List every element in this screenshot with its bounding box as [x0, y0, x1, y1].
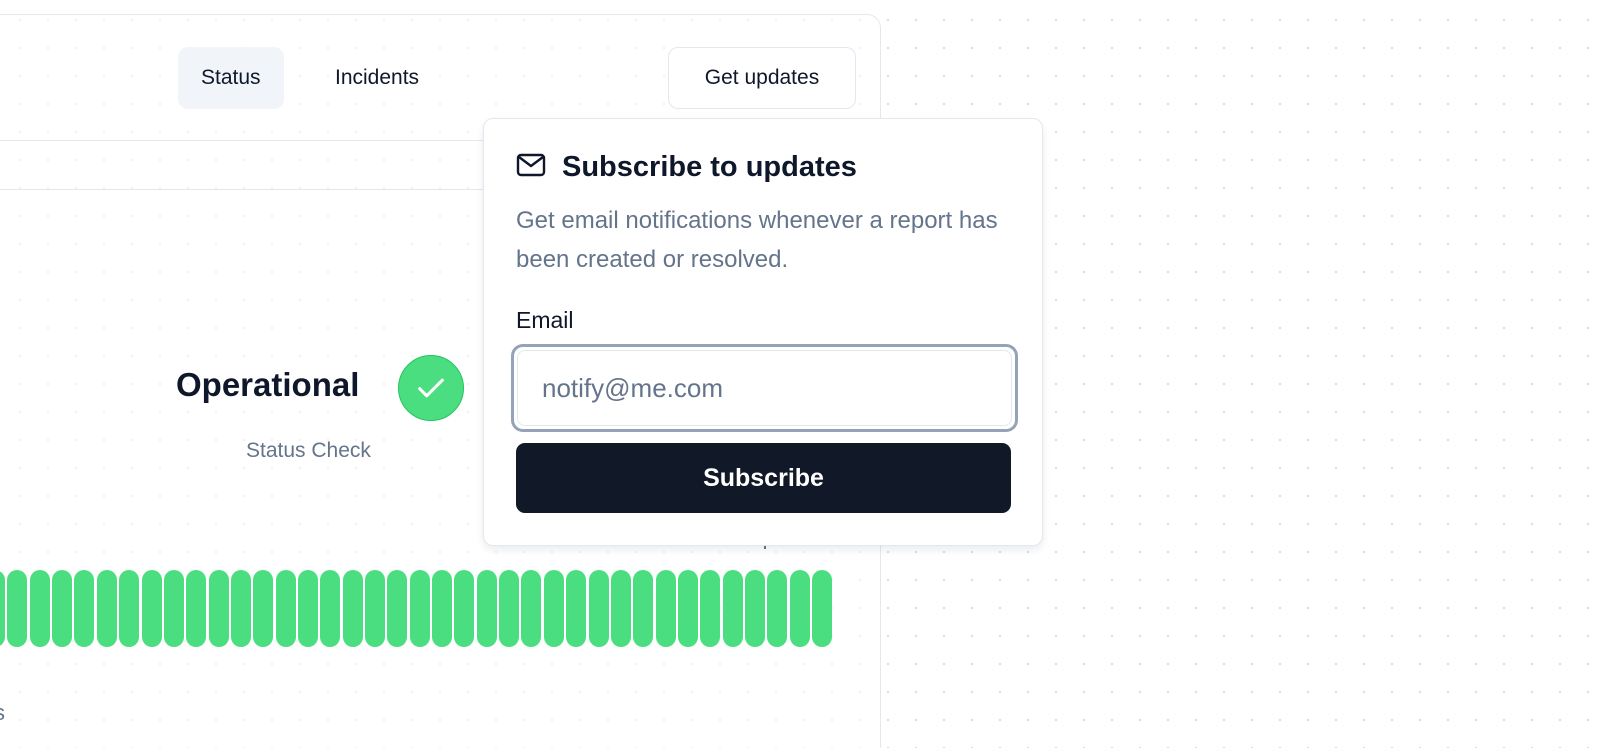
uptime-bar[interactable] — [677, 570, 698, 647]
email-field-wrapper — [511, 344, 1018, 432]
uptime-bar[interactable] — [230, 570, 251, 647]
uptime-bar[interactable] — [208, 570, 229, 647]
uptime-bar[interactable] — [588, 570, 609, 647]
popover-title: Subscribe to updates — [562, 151, 857, 183]
status-title: Operational — [176, 366, 360, 403]
tab-status[interactable]: Status — [178, 47, 284, 109]
uptime-label: s — [0, 700, 5, 726]
uptime-bar[interactable] — [163, 570, 184, 647]
uptime-bar[interactable] — [499, 570, 520, 647]
tab-incidents[interactable]: Incidents — [335, 66, 420, 89]
check-icon — [398, 355, 464, 421]
uptime-bar[interactable] — [29, 570, 50, 647]
uptime-bar[interactable] — [789, 570, 810, 647]
email-label: Email — [516, 307, 574, 333]
uptime-bar[interactable] — [700, 570, 721, 647]
uptime-bar[interactable] — [52, 570, 73, 647]
uptime-bar[interactable] — [320, 570, 341, 647]
uptime-bar[interactable] — [633, 570, 654, 647]
subscribe-button[interactable]: Subscribe — [516, 443, 1011, 513]
uptime-bar[interactable] — [722, 570, 743, 647]
uptime-bar[interactable] — [409, 570, 430, 647]
uptime-bar[interactable] — [365, 570, 385, 647]
uptime-bar[interactable] — [297, 570, 318, 647]
uptime-bar[interactable] — [655, 570, 676, 647]
uptime-bar[interactable] — [454, 570, 475, 647]
uptime-bar[interactable] — [74, 570, 95, 647]
uptime-bar[interactable] — [253, 570, 274, 647]
uptime-bar[interactable] — [610, 570, 631, 647]
uptime-bar[interactable] — [7, 570, 28, 647]
uptime-bar[interactable] — [342, 570, 363, 647]
uptime-bar[interactable] — [521, 570, 542, 647]
get-updates-button[interactable]: Get updates — [668, 47, 856, 109]
uptime-bar[interactable] — [432, 570, 453, 647]
divider — [0, 140, 881, 141]
uptime-bar[interactable] — [186, 570, 207, 647]
uptime-bar[interactable] — [767, 570, 788, 647]
uptime-bar[interactable] — [119, 570, 140, 647]
uptime-bar[interactable] — [543, 570, 564, 647]
uptime-bar[interactable] — [0, 570, 6, 647]
uptime-bars — [0, 570, 840, 647]
uptime-bar[interactable] — [96, 570, 117, 647]
uptime-bar[interactable] — [476, 570, 497, 647]
uptime-bar[interactable] — [141, 570, 162, 647]
uptime-bar[interactable] — [812, 570, 832, 647]
divider — [0, 189, 881, 190]
status-subtitle: Status Check — [246, 439, 371, 462]
popover-description: Get email notifications whenever a repor… — [516, 207, 998, 273]
subscribe-popover: Subscribe to updates Get email notificat… — [483, 118, 1043, 546]
uptime-bar[interactable] — [387, 570, 408, 647]
email-field[interactable] — [517, 350, 1012, 426]
uptime-bar[interactable] — [566, 570, 587, 647]
uptime-bar[interactable] — [275, 570, 296, 647]
mail-icon — [516, 153, 546, 182]
uptime-bar[interactable] — [744, 570, 765, 647]
